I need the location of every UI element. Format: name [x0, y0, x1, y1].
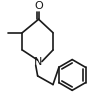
Text: N: N: [33, 57, 42, 68]
Text: O: O: [34, 1, 43, 11]
